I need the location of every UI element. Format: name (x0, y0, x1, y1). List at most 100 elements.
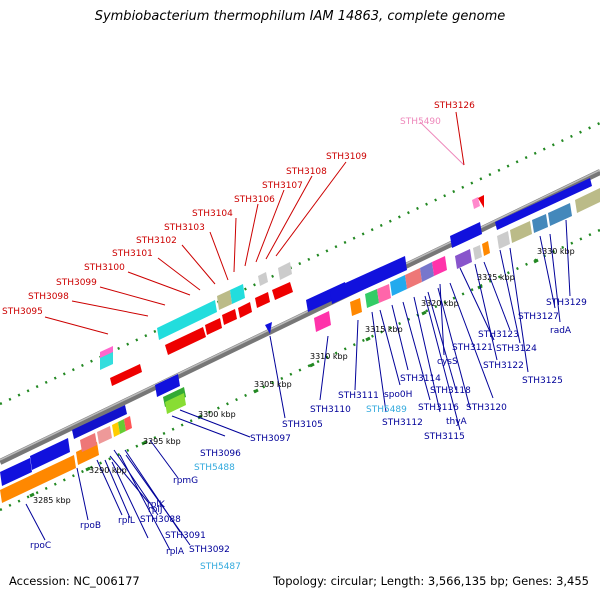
gene-labels-lower[interactable]: rpoC rpoB rplL rplK rplJ STH3088 rplA ST… (30, 298, 587, 572)
gene-rpmG (155, 374, 180, 397)
gene-label: STH3129 (546, 298, 587, 308)
gene-STH3102 (165, 327, 206, 355)
gene-STH3110 (314, 311, 331, 332)
callout-STH5490 (419, 121, 465, 166)
gene-label: spo0H (384, 390, 412, 400)
gene-label: STH3102 (136, 236, 177, 246)
gene-label: rpoB (80, 521, 101, 531)
accession-label: Accession: NC_006177 (9, 574, 140, 588)
scale-label: 3290 kbp (89, 466, 127, 475)
gene-rplL (80, 433, 97, 452)
inner-dot-track (0, 228, 600, 512)
gene-label: STH3099 (56, 278, 97, 288)
gene-rplJ (112, 422, 120, 437)
gene-label: STH3096 (200, 449, 241, 459)
gene-label: STH3101 (112, 249, 153, 259)
gene-STH3112 (377, 284, 391, 303)
gene-STH3116 (405, 268, 422, 289)
map-title: Symbiobacterium thermophilum IAM 14863, … (94, 9, 506, 24)
gene-STH3098 (110, 364, 142, 386)
gene-radA (548, 203, 572, 226)
gene-blue-run3 (495, 178, 592, 230)
gene-STH3101 (230, 284, 245, 304)
gene-thyA (420, 262, 434, 282)
gene-labels-upper[interactable]: STH3095 STH3098 STH3099 STH3100 STH3101 … (2, 101, 475, 317)
gene-STH3114 (390, 275, 407, 296)
gene-label: radA (550, 326, 572, 336)
gene-STH3125 (510, 221, 532, 243)
gene-label: STH3088 (140, 515, 181, 525)
gene-STH3095b (100, 352, 113, 370)
gene-label: STH3111 (338, 391, 379, 401)
gene-STH3120 (330, 256, 407, 304)
gene-label: thyA (446, 417, 468, 427)
lower-strand-genes[interactable] (0, 178, 600, 503)
gene-STH3123 (482, 241, 490, 256)
scale-label: 3305 kbp (254, 380, 292, 389)
gene-STH3127 (532, 214, 548, 233)
scale-label: 3330 kbp (537, 247, 575, 256)
gene-STH3124 (497, 231, 510, 249)
gene-label: STH3098 (28, 292, 69, 302)
genome-summary: Topology: circular; Length: 3,566,135 bp… (273, 574, 589, 588)
gene-blue-run2 (450, 222, 482, 248)
callout-lines-upper (44, 161, 347, 335)
gene-label: STH5487 (200, 562, 241, 572)
gene-label: rplK (147, 500, 166, 510)
upper-strand-genes[interactable] (100, 195, 484, 386)
scale-label: 3310 kbp (310, 352, 348, 361)
gene-STH3122 (473, 245, 482, 260)
gene-label: rplA (166, 547, 185, 557)
gene-STH3107 (255, 292, 270, 308)
scale-major-ticks (29, 258, 539, 498)
scale-label: 3295 kbp (143, 437, 181, 446)
gene-spo0H (365, 289, 379, 308)
gene-label: STH3118 (430, 386, 471, 396)
gene-label: STH3106 (234, 195, 275, 205)
gene-label: STH3100 (84, 263, 125, 273)
gene-blue-run1 (72, 405, 127, 439)
gene-label: STH3091 (165, 531, 206, 541)
gene-STH3121 (455, 249, 472, 269)
callout-lines-lower (25, 219, 571, 551)
gene-label: STH3114 (400, 374, 441, 384)
callout-STH3126 (455, 111, 465, 166)
gene-label: STH3123 (478, 330, 519, 340)
gene-label: cysS (437, 357, 458, 367)
gene-rplA (124, 416, 132, 431)
gene-label: STH3116 (418, 403, 459, 413)
scale-label: 3320 kbp (421, 299, 459, 308)
scale-label: 3300 kbp (198, 410, 236, 419)
gene-label: rplL (118, 516, 135, 526)
gene-label: STH3092 (189, 545, 230, 555)
gene-STH3129 (575, 188, 600, 213)
gene-label: STH3104 (192, 209, 233, 219)
gene-label: STH3109 (326, 152, 367, 162)
gene-label: STH3125 (522, 376, 563, 386)
gene-label: rpmG (173, 476, 198, 486)
gene-STH3109b (278, 262, 292, 280)
gene-label: STH3126 (434, 101, 475, 111)
gene-label: rplJ (148, 505, 163, 515)
scale-labels: 3285 kbp 3290 kbp 3295 kbp 3300 kbp 3305… (33, 247, 575, 505)
gene-label: STH3110 (310, 405, 351, 415)
gene-label: STH3107 (262, 181, 303, 191)
gene-STH3109 (258, 272, 268, 286)
gene-STH3097 (165, 393, 186, 414)
gene-label: rpoC (30, 541, 51, 551)
gene-STH3108 (272, 282, 293, 300)
gene-STH3103 (205, 318, 222, 335)
gene-rplK (97, 426, 112, 444)
scale-label: 3315 kbp (365, 325, 403, 334)
gene-label: STH3108 (286, 167, 327, 177)
gene-label: STH3115 (424, 432, 465, 442)
genome-backbone (0, 169, 600, 465)
gene-STH3088 (118, 419, 126, 434)
gene-STH5489 (350, 298, 362, 316)
gene-STH3104 (222, 309, 237, 325)
gene-STH3099 (157, 300, 217, 340)
gene-label: STH3095 (2, 307, 43, 317)
gene-STH3105 (265, 322, 272, 334)
gene-rpoB (30, 438, 70, 470)
